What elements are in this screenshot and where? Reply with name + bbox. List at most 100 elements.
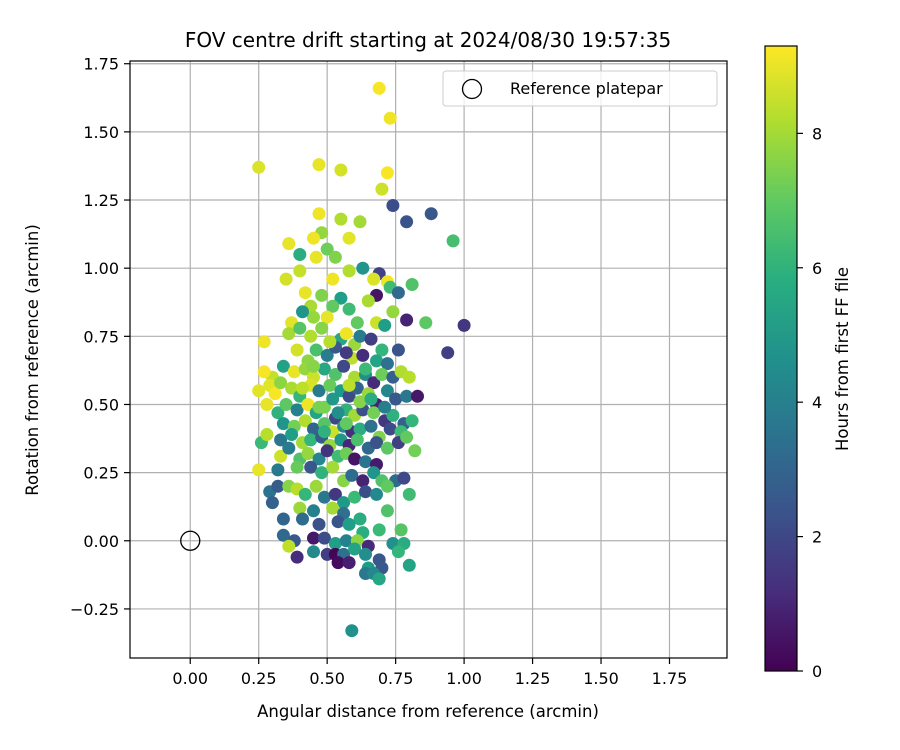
data-point xyxy=(353,215,367,229)
data-point xyxy=(312,452,326,466)
data-point xyxy=(298,414,312,428)
data-point xyxy=(282,327,296,341)
data-point xyxy=(342,231,356,245)
data-point xyxy=(328,368,342,381)
data-point xyxy=(304,329,318,343)
data-point xyxy=(380,166,394,180)
data-point xyxy=(257,365,271,379)
chart-title: FOV centre drift starting at 2024/08/30 … xyxy=(185,28,671,52)
data-point xyxy=(402,370,416,384)
data-point xyxy=(405,414,419,428)
data-point xyxy=(260,428,274,441)
data-point xyxy=(257,335,271,349)
data-point xyxy=(386,305,400,319)
data-point xyxy=(298,286,312,300)
data-point xyxy=(402,487,416,501)
x-tick-label: 1.00 xyxy=(446,669,482,688)
data-point xyxy=(290,343,304,357)
data-point xyxy=(293,501,307,515)
data-point xyxy=(375,343,389,357)
data-point xyxy=(328,487,342,501)
data-point xyxy=(334,291,348,305)
data-point xyxy=(309,343,323,357)
x-tick-label: 1.50 xyxy=(583,669,619,688)
data-point xyxy=(271,406,285,420)
data-point xyxy=(320,348,334,362)
data-point xyxy=(370,487,383,501)
data-point xyxy=(405,278,419,291)
data-point xyxy=(400,215,414,229)
data-point xyxy=(380,384,394,398)
data-point xyxy=(307,231,320,245)
reference-marker-layer xyxy=(180,530,201,551)
legend: Reference platepar xyxy=(442,70,718,107)
data-point xyxy=(342,556,356,570)
data-point xyxy=(370,354,383,368)
data-point xyxy=(339,417,353,431)
data-point xyxy=(274,376,288,390)
y-tick-label: 1.00 xyxy=(83,259,119,278)
data-point xyxy=(296,512,309,526)
y-tick-label: 1.25 xyxy=(83,191,119,210)
data-point xyxy=(293,248,307,261)
data-point xyxy=(359,485,372,499)
data-point xyxy=(282,237,296,251)
y-tick-label: 1.50 xyxy=(83,123,119,142)
data-point xyxy=(296,305,309,319)
data-point xyxy=(312,400,326,414)
data-point xyxy=(312,517,326,531)
data-point xyxy=(276,528,290,542)
data-point xyxy=(326,299,340,313)
x-tick-label: 1.25 xyxy=(515,669,551,688)
data-point xyxy=(367,376,381,390)
data-point xyxy=(400,389,414,403)
data-point xyxy=(383,422,397,436)
colorbar-label: Hours from first FF file xyxy=(833,267,852,451)
data-point xyxy=(285,428,299,441)
y-axis-label: Rotation from reference (arcmin) xyxy=(23,224,42,496)
data-point xyxy=(348,490,362,504)
data-point xyxy=(326,392,340,406)
data-point xyxy=(400,430,414,444)
y-tick-label: 0.25 xyxy=(83,464,119,483)
data-point xyxy=(375,182,389,196)
data-point xyxy=(285,381,299,395)
data-point xyxy=(348,542,362,556)
data-point xyxy=(353,329,367,343)
x-tick-label: 1.75 xyxy=(652,669,688,688)
data-point xyxy=(276,359,290,373)
data-point xyxy=(317,490,331,504)
data-point xyxy=(276,417,290,431)
data-point xyxy=(350,316,364,330)
data-point xyxy=(328,250,342,264)
x-tick-label: 0.75 xyxy=(378,669,414,688)
data-point xyxy=(290,460,304,474)
data-point xyxy=(290,550,304,564)
data-point xyxy=(307,504,320,518)
data-point xyxy=(378,400,392,414)
data-point xyxy=(337,359,351,373)
data-point xyxy=(260,398,274,411)
data-point xyxy=(364,332,378,346)
data-point xyxy=(380,357,394,371)
data-point xyxy=(364,419,378,433)
data-point xyxy=(317,362,331,376)
legend-reference-marker xyxy=(461,78,483,100)
data-point xyxy=(334,163,348,177)
y-tick-label: 0.50 xyxy=(83,395,119,414)
data-point xyxy=(446,234,460,248)
data-point xyxy=(268,387,282,401)
y-tick-label: 1.75 xyxy=(83,55,119,74)
data-point xyxy=(265,496,279,510)
data-point xyxy=(383,111,397,125)
colorbar-tick-label: 2 xyxy=(812,528,822,547)
data-point xyxy=(457,318,471,332)
data-point xyxy=(367,466,381,480)
y-axis-ticks: −0.25 0.00 0.25 0.50 0.75 1.00 1.25 1.50 1.75 xyxy=(70,55,130,619)
data-point xyxy=(331,515,345,529)
colorbar-tick-label: 6 xyxy=(812,259,822,278)
data-point xyxy=(359,362,372,376)
data-point xyxy=(315,321,329,335)
data-point xyxy=(301,447,315,460)
data-point xyxy=(312,207,326,221)
